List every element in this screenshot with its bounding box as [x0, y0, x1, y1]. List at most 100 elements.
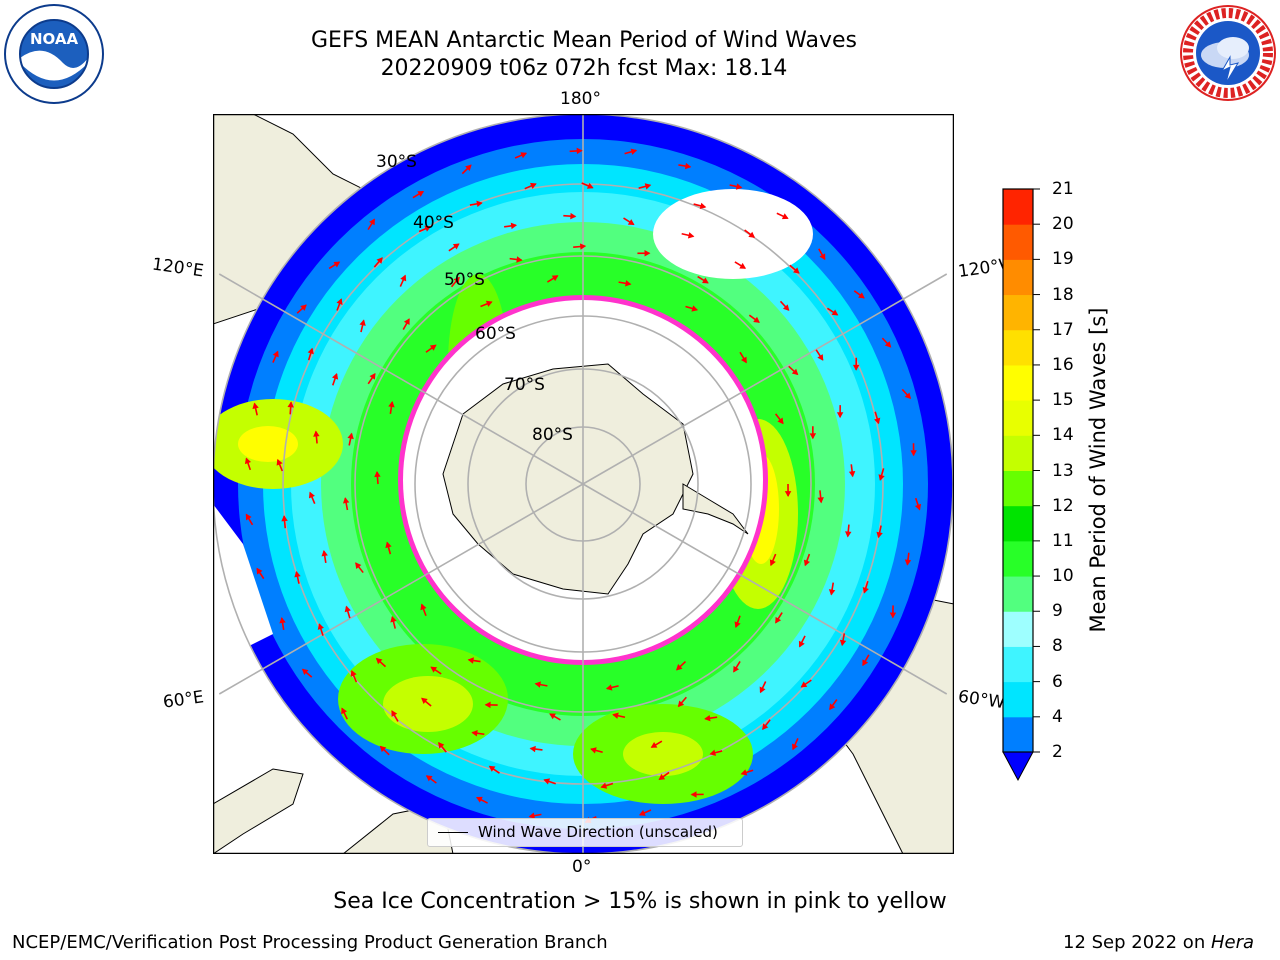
wave-direction-arrowhead [862, 659, 869, 667]
wave-patch-west-core [238, 426, 298, 462]
wave-direction-arrowhead [831, 309, 839, 316]
wave-direction-arrowhead [590, 747, 597, 754]
wave-direction-arrowhead [702, 277, 709, 284]
wave-direction-arrowhead [516, 256, 523, 263]
wave-direction-arrowhead [510, 222, 518, 230]
wave-direction-arrowhead [287, 401, 294, 408]
wave-direction-arrowhead [639, 809, 646, 816]
colorbar-tick-label: 12 [1052, 495, 1074, 516]
wave-direction-arrowhead [876, 531, 883, 539]
wave-direction-arrowhead [245, 513, 252, 521]
wave-direction-arrowhead [543, 778, 551, 785]
colorbar-segment [1003, 681, 1033, 718]
wave-direction-arrowhead [471, 730, 478, 737]
wave-direction-arrowhead [734, 621, 741, 629]
colorbar-segment [1003, 470, 1033, 507]
colorbar-segment [1003, 400, 1033, 436]
wave-direction-arrowhead [300, 304, 307, 311]
colorbar-tick-label: 13 [1052, 460, 1074, 481]
wave-direction-arrowhead [762, 723, 769, 731]
wave-direction-arrowhead [874, 417, 881, 425]
lat-label-30s: 30°S [376, 152, 417, 172]
wave-direction-arrowhead [579, 243, 587, 250]
wave-direction-arrowhead [817, 354, 824, 361]
wave-direction-arrowhead [256, 567, 263, 575]
colorbar-tick-label: 11 [1052, 530, 1074, 551]
wave-direction-arrowhead [839, 639, 847, 647]
wave-direction-arrowhead [420, 603, 427, 611]
wave-direction-arrowhead [344, 605, 351, 613]
wave-direction-arrowhead [775, 616, 782, 624]
wave-direction-arrowhead [792, 743, 798, 751]
wave-direction-arrowhead [476, 200, 483, 208]
wave-direction-arrowhead [374, 470, 381, 478]
colorbar [1002, 188, 1040, 782]
wave-direction-arrowhead [369, 372, 376, 380]
wave-direction-arrowhead [400, 274, 407, 282]
colorbar-tick-label: 20 [1052, 214, 1074, 235]
wave-direction-arrowhead [301, 668, 309, 675]
wave-direction-arrowhead [551, 275, 559, 282]
wave-direction-arrowhead [852, 364, 860, 371]
sea-ice-note: Sea Ice Concentration > 15% is shown in … [333, 889, 947, 914]
wave-direction-arrowhead [244, 457, 252, 465]
chart-title: GEFS MEAN Antarctic Mean Period of Wind … [311, 28, 857, 53]
meridian-line [582, 483, 948, 695]
colorbar-tick-label: 16 [1052, 354, 1074, 375]
footer-producer: NCEP/EMC/Verification Post Processing Pr… [12, 932, 608, 953]
wave-direction-arrowhead [675, 664, 683, 671]
colorbar-tick-label: 19 [1052, 249, 1074, 270]
wave-direction-arrowhead [739, 262, 747, 269]
wave-direction-arrowhead [784, 491, 792, 498]
meridian-line [218, 483, 584, 695]
wave-direction-arrowhead [570, 212, 577, 220]
wave-direction-arrowhead [605, 684, 613, 691]
map-frame [212, 64, 955, 904]
wave-direction-arrowhead [465, 164, 472, 171]
wave-direction-arrowhead [889, 612, 897, 619]
wave-patch-atlantic-core [623, 732, 703, 776]
wave-direction-arrowhead [612, 712, 619, 719]
wave-direction-arrowhead [600, 782, 608, 789]
colorbar-segment [1003, 294, 1033, 331]
wave-direction-arrowhead [687, 232, 695, 239]
wave-direction-arrowhead [529, 182, 537, 189]
map-border [212, 113, 955, 855]
wave-direction-arrowhead [347, 432, 354, 440]
wave-direction-arrowhead [759, 686, 766, 694]
wave-direction-arrowhead [836, 412, 844, 419]
wave-direction-arrowhead [878, 474, 885, 481]
wave-direction-arrowhead [313, 430, 320, 437]
wave-direction-arrowhead [333, 261, 341, 268]
wave-direction-arrowhead [910, 450, 917, 457]
colorbar-tick-label: 10 [1052, 566, 1074, 587]
chart-subtitle: 20220909 t06z 072h fcst Max: 18.14 [380, 56, 788, 81]
lon-label-180: 180° [560, 89, 601, 109]
wave-direction-arrowhead [369, 218, 375, 226]
wave-direction-arrowhead [528, 812, 536, 819]
wave-direction-arrowhead [800, 681, 808, 688]
wave-direction-arrowhead [252, 402, 259, 410]
colorbar-segment [1003, 224, 1033, 260]
wave-direction-arrowhead [627, 219, 635, 226]
meridian-line [582, 273, 948, 485]
colorbar-segment [1003, 576, 1033, 612]
lon-label-60e: 60°E [161, 687, 206, 713]
antarctic-map [212, 64, 955, 904]
wave-direction-arrowhead [272, 350, 279, 358]
wave-direction-arrowhead [740, 769, 748, 776]
meridian-line [218, 273, 584, 485]
footer-date: 12 Sep 2022 on Hera [1063, 932, 1254, 953]
map-legend: Wind Wave Direction (unscaled) [427, 818, 743, 847]
wave-direction-arrowhead [421, 697, 428, 704]
colorbar-segment [1003, 716, 1033, 753]
colorbar-tick-label: 17 [1052, 319, 1074, 340]
colorbar-tick-label: 9 [1052, 601, 1063, 622]
wave-direction-arrowhead [317, 623, 324, 630]
wave-direction-arrowhead [308, 491, 315, 499]
wave-direction-arrowhead [699, 202, 707, 209]
colorbar-tick-label: 14 [1052, 425, 1074, 446]
wave-direction-arrowhead [341, 707, 348, 715]
wave-direction-arrowhead [914, 503, 922, 511]
wave-direction-arrowhead [777, 417, 784, 425]
